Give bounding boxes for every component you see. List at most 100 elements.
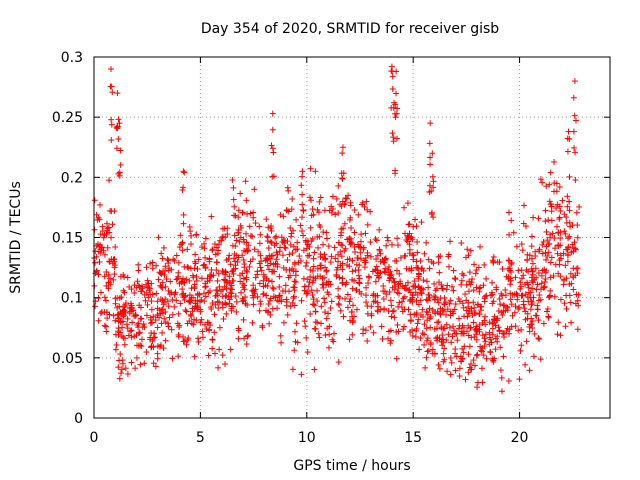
- data-point: [385, 335, 392, 342]
- data-point: [439, 332, 446, 339]
- data-point: [441, 356, 448, 363]
- data-point: [346, 298, 353, 305]
- data-point: [363, 299, 370, 306]
- y-tick-label: 0.3: [61, 50, 83, 66]
- data-point: [569, 241, 576, 248]
- data-point: [273, 256, 280, 263]
- data-point: [159, 310, 166, 317]
- data-point: [103, 328, 110, 335]
- data-point: [416, 346, 423, 353]
- data-point: [143, 312, 150, 319]
- data-point: [115, 364, 122, 371]
- data-point: [529, 318, 536, 325]
- data-point: [491, 313, 498, 320]
- data-point: [440, 325, 447, 332]
- data-point: [169, 311, 176, 318]
- data-point: [101, 273, 108, 280]
- data-point: [312, 308, 319, 315]
- data-point: [389, 73, 396, 80]
- data-point: [482, 338, 489, 345]
- data-point: [158, 250, 165, 257]
- data-point: [551, 158, 558, 165]
- data-point: [298, 371, 305, 378]
- data-point: [353, 287, 360, 294]
- data-point: [574, 270, 581, 277]
- data-point: [429, 173, 436, 180]
- data-point: [564, 258, 571, 265]
- data-point: [286, 266, 293, 273]
- data-point: [436, 279, 443, 286]
- data-point: [401, 306, 408, 313]
- data-point: [225, 294, 232, 301]
- data-point: [360, 326, 367, 333]
- data-point: [570, 265, 577, 272]
- data-point: [536, 292, 543, 299]
- data-point: [566, 198, 573, 205]
- chart-title: Day 354 of 2020, SRMTID for receiver gis…: [201, 21, 499, 37]
- data-point: [361, 264, 368, 271]
- data-point: [113, 145, 120, 152]
- data-point: [265, 301, 272, 308]
- data-point: [508, 217, 515, 224]
- data-point: [95, 248, 102, 255]
- data-point: [364, 221, 371, 228]
- data-point: [263, 275, 270, 282]
- data-point: [358, 201, 365, 208]
- data-point: [116, 120, 123, 127]
- data-point: [435, 299, 442, 306]
- data-point: [364, 206, 371, 213]
- data-point: [237, 190, 244, 197]
- data-point: [357, 238, 364, 245]
- data-point: [113, 124, 120, 131]
- data-point: [222, 361, 229, 368]
- data-point: [235, 207, 242, 214]
- data-point: [570, 274, 577, 281]
- data-point: [324, 235, 331, 242]
- data-point: [326, 323, 333, 330]
- data-point: [435, 259, 442, 266]
- data-point: [391, 110, 398, 117]
- data-point: [292, 279, 299, 286]
- data-point: [389, 308, 396, 315]
- data-point: [327, 259, 334, 266]
- data-point: [127, 300, 134, 307]
- data-point: [179, 278, 186, 285]
- data-point: [180, 168, 187, 175]
- data-point: [498, 388, 505, 395]
- data-point: [300, 232, 307, 239]
- data-point: [299, 214, 306, 221]
- data-point: [218, 237, 225, 244]
- data-point: [541, 279, 548, 286]
- data-point: [92, 303, 99, 310]
- data-point: [542, 207, 549, 214]
- data-point: [554, 331, 561, 338]
- data-point: [375, 274, 382, 281]
- data-point: [165, 303, 172, 310]
- data-point: [211, 311, 218, 318]
- data-point: [417, 311, 424, 318]
- data-point: [409, 294, 416, 301]
- data-point: [276, 284, 283, 291]
- data-point: [220, 315, 227, 322]
- data-point: [244, 268, 251, 275]
- data-point: [523, 338, 530, 345]
- data-point: [455, 315, 462, 322]
- data-point: [307, 165, 314, 172]
- data-point: [508, 259, 515, 266]
- data-point: [425, 284, 432, 291]
- data-point: [480, 282, 487, 289]
- data-point: [440, 336, 447, 343]
- data-point: [252, 286, 259, 293]
- data-point: [151, 334, 158, 341]
- data-point: [526, 289, 533, 296]
- data-point: [391, 99, 398, 106]
- data-point: [522, 291, 529, 298]
- data-point: [231, 203, 238, 210]
- data-point: [532, 265, 539, 272]
- data-point: [358, 290, 365, 297]
- data-point: [287, 241, 294, 248]
- data-point: [486, 319, 493, 326]
- data-point: [181, 338, 188, 345]
- data-point: [208, 304, 215, 311]
- data-point: [148, 330, 155, 337]
